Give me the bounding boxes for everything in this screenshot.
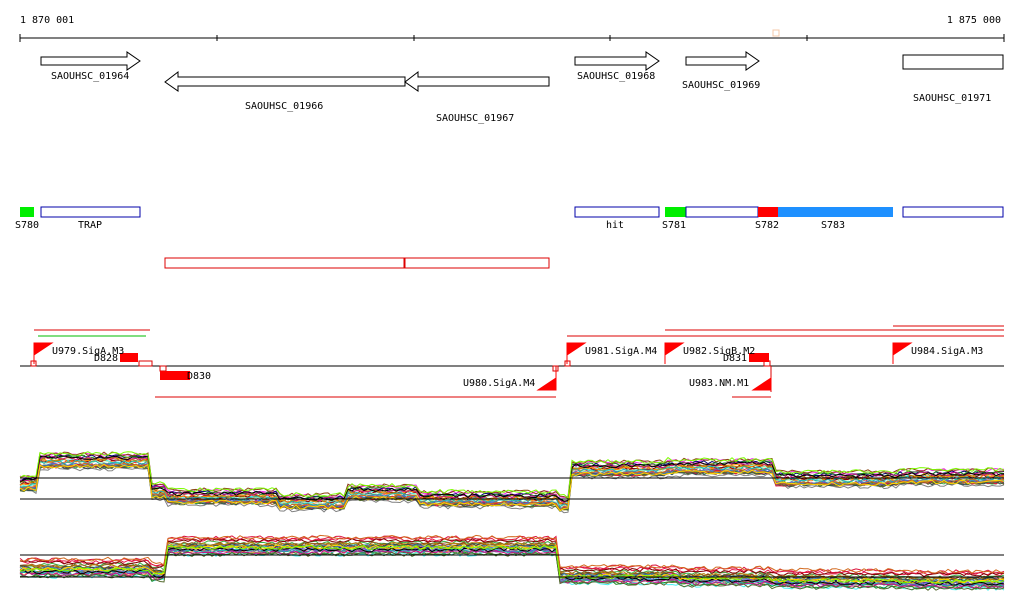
gene-label: SAOUHSC_01966 bbox=[245, 101, 323, 112]
promoter-label: U980.SigA.M4 bbox=[463, 378, 535, 389]
promoter-flags bbox=[33, 342, 913, 391]
expression-track-forward bbox=[19, 451, 1005, 514]
segment-label: TRAP bbox=[78, 220, 102, 231]
promoter-flag[interactable] bbox=[664, 342, 685, 356]
expression-curve bbox=[19, 456, 1005, 504]
promoter-label: U981.SigA.M4 bbox=[585, 346, 657, 357]
expression-curve bbox=[19, 462, 1005, 510]
gene-arrow[interactable] bbox=[164, 70, 406, 92]
gene-label: SAOUHSC_01968 bbox=[577, 71, 655, 82]
d-region-block[interactable] bbox=[749, 353, 769, 362]
segment-block[interactable] bbox=[902, 206, 1004, 218]
segment-label: S782 bbox=[755, 220, 779, 231]
expression-curve bbox=[19, 463, 1005, 512]
axis-position-marker bbox=[772, 29, 780, 37]
promoter-flag[interactable] bbox=[751, 377, 772, 391]
segment-label: hit bbox=[606, 220, 624, 231]
gene-arrow[interactable] bbox=[574, 51, 660, 71]
promoter-label: D831 bbox=[723, 353, 747, 364]
expression-curve bbox=[19, 551, 1005, 591]
segment-hit[interactable] bbox=[574, 206, 660, 218]
segment-s783[interactable] bbox=[778, 207, 893, 217]
promoter-label: U983.NM.M1 bbox=[689, 378, 749, 389]
segment-trap[interactable] bbox=[40, 206, 141, 218]
expression-curve bbox=[19, 543, 1005, 583]
gene-arrow[interactable] bbox=[685, 51, 760, 71]
expression-curve bbox=[19, 451, 1005, 500]
axis-end-label: 1 875 000 bbox=[947, 15, 1001, 26]
segment-s782[interactable] bbox=[758, 207, 778, 217]
promoter-label: U984.SigA.M3 bbox=[911, 346, 983, 357]
promoter-flag[interactable] bbox=[566, 342, 587, 356]
axis-start-label: 1 870 001 bbox=[20, 15, 74, 26]
segment-s780[interactable] bbox=[20, 207, 34, 217]
expression-profiles bbox=[19, 451, 1005, 514]
gene-arrow[interactable] bbox=[40, 51, 141, 71]
expression-track-reverse bbox=[19, 534, 1005, 591]
antisense-box[interactable] bbox=[404, 257, 550, 269]
promoter-label: D830 bbox=[187, 371, 211, 382]
expression-curve bbox=[19, 451, 1005, 499]
expression-curve bbox=[19, 535, 1005, 575]
segment-label: S783 bbox=[821, 220, 845, 231]
gene-label: SAOUHSC_01967 bbox=[436, 113, 514, 124]
promoter-label: D828 bbox=[94, 353, 118, 364]
segment-s781[interactable] bbox=[665, 207, 686, 217]
expression-curve bbox=[19, 544, 1005, 584]
gene-arrow[interactable] bbox=[404, 70, 550, 92]
promoter-flag[interactable] bbox=[33, 342, 54, 356]
segment-block[interactable] bbox=[685, 206, 759, 218]
expression-curve bbox=[19, 540, 1005, 580]
expression-curve bbox=[19, 538, 1005, 578]
antisense-track bbox=[164, 257, 550, 269]
gene-label: SAOUHSC_01964 bbox=[51, 71, 129, 82]
antisense-box[interactable] bbox=[164, 257, 405, 269]
expression-profiles bbox=[19, 534, 1005, 591]
segment-track: S780 TRAP hit S781 S782 S783 bbox=[15, 206, 1004, 231]
expression-curve bbox=[19, 455, 1005, 504]
segment-label: S781 bbox=[662, 220, 686, 231]
d-region-block[interactable] bbox=[160, 371, 190, 380]
promoter-flag[interactable] bbox=[892, 342, 913, 356]
gene-track bbox=[40, 51, 1004, 92]
gene-labels: SAOUHSC_01964 SAOUHSC_01966 SAOUHSC_0196… bbox=[51, 71, 991, 124]
gene-box[interactable] bbox=[902, 54, 1004, 70]
coverage-ranges bbox=[34, 325, 1004, 398]
promoter-label: U982.SigB.M2 bbox=[683, 346, 755, 357]
promoter-flag[interactable] bbox=[536, 377, 557, 391]
coordinate-axis: 1 870 001 1 875 000 bbox=[19, 15, 1005, 42]
promoter-label: U979.SigA.M3 bbox=[52, 346, 124, 357]
promoter-track: U979.SigA.M3 D828 U980.SigA.M4 D830 U981… bbox=[20, 325, 1004, 398]
segment-label: S780 bbox=[15, 220, 39, 231]
expression-curve bbox=[19, 455, 1005, 502]
gene-label: SAOUHSC_01971 bbox=[913, 93, 991, 104]
expression-curve bbox=[19, 547, 1005, 586]
gene-label: SAOUHSC_01969 bbox=[682, 80, 760, 91]
expression-curve bbox=[19, 534, 1005, 574]
d-region-block[interactable] bbox=[120, 353, 138, 362]
